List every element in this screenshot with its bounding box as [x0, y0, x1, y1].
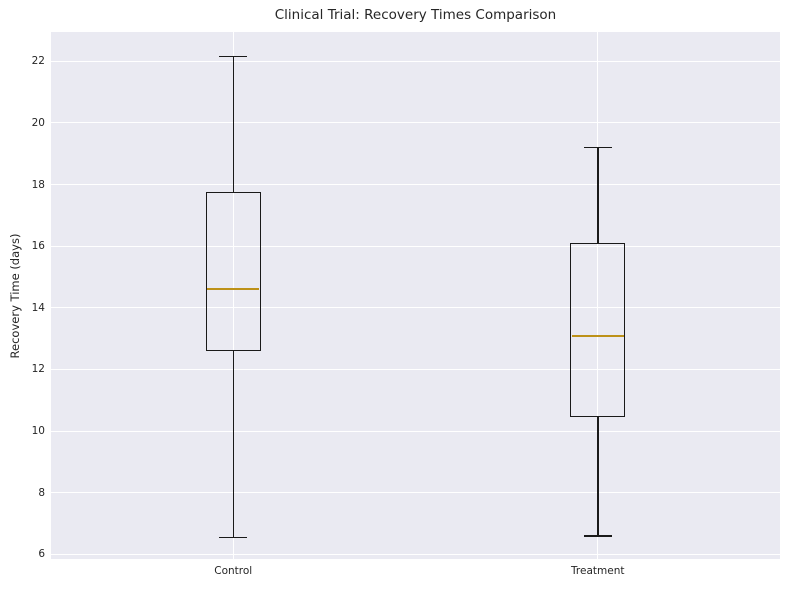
ytick-label-20: 20	[31, 116, 45, 129]
gridline-x-control	[232, 32, 234, 559]
gridline-y-14	[51, 307, 780, 309]
whisker-cap-top-treatment	[583, 146, 612, 149]
gridline-y-6	[51, 553, 780, 555]
ytick-label-8: 8	[38, 486, 45, 499]
whisker-upper-treatment	[597, 147, 599, 244]
gridline-y-10	[51, 430, 780, 432]
ytick-label-10: 10	[31, 425, 45, 438]
gridline-y-22	[51, 60, 780, 62]
ytick-label-12: 12	[31, 363, 45, 376]
median-treatment	[571, 334, 624, 337]
xtick-label-treatment: Treatment	[571, 565, 625, 577]
ytick-label-18: 18	[31, 178, 45, 191]
whisker-cap-top-control	[219, 55, 248, 58]
box-control	[205, 192, 261, 351]
whisker-cap-bottom-control	[219, 536, 248, 539]
gridline-y-20	[51, 122, 780, 124]
whisker-upper-control	[232, 56, 234, 193]
whisker-lower-control	[232, 350, 234, 538]
ytick-label-14: 14	[31, 301, 45, 314]
median-control	[207, 288, 260, 291]
whisker-cap-bottom-treatment	[583, 535, 612, 537]
gridline-y-8	[51, 492, 780, 494]
gridline-x-treatment	[597, 32, 599, 559]
gridline-y-12	[51, 368, 780, 370]
box-treatment	[570, 243, 626, 418]
ytick-label-22: 22	[31, 55, 45, 68]
gridline-y-18	[51, 184, 780, 186]
chart-title: Clinical Trial: Recovery Times Compariso…	[274, 7, 557, 23]
xtick-label-control: Control	[214, 565, 253, 577]
plot-area	[51, 32, 780, 559]
whisker-lower-treatment	[597, 417, 599, 536]
ytick-label-6: 6	[38, 548, 45, 561]
gridline-y-16	[51, 245, 780, 247]
ytick-label-16: 16	[31, 240, 45, 253]
